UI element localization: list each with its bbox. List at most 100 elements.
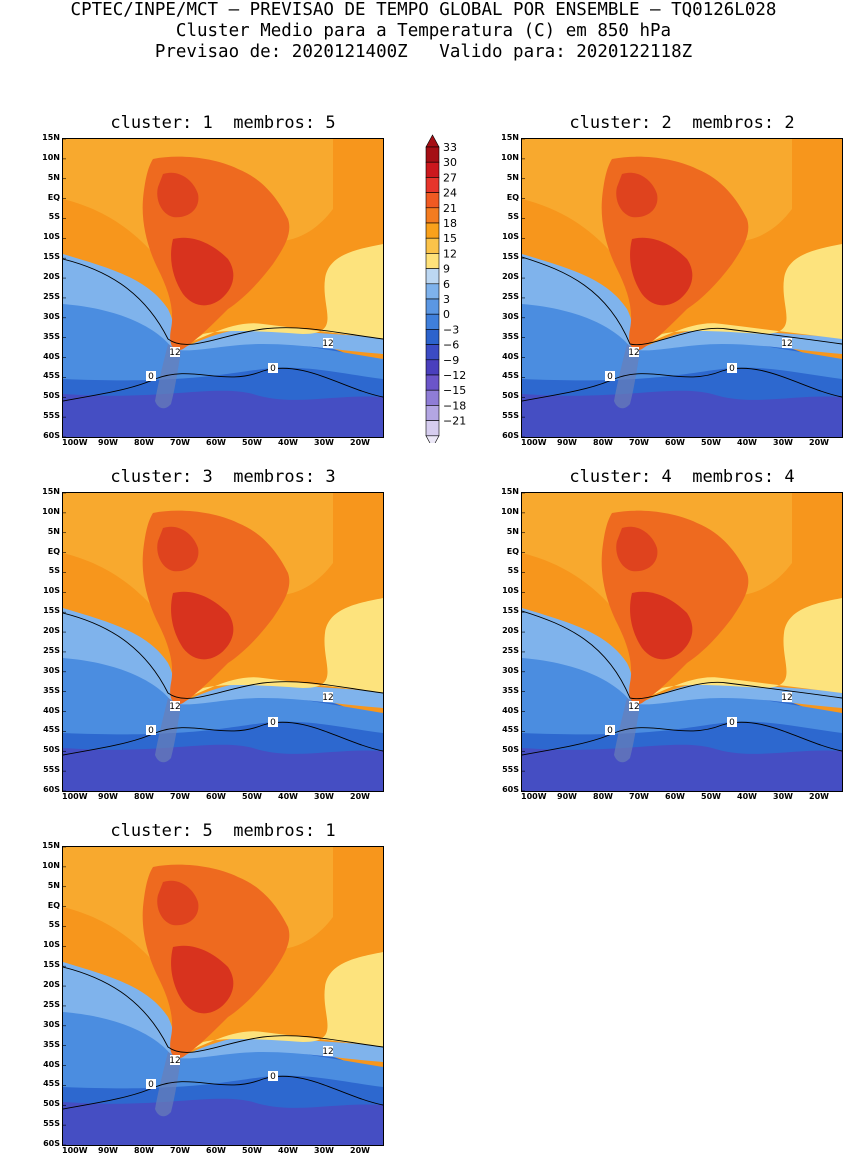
- contour-label-0: 0: [607, 726, 613, 736]
- lat-tick-label: 15S: [43, 252, 60, 262]
- lat-tick-label: 5N: [506, 172, 519, 182]
- lat-tick-label: 55S: [43, 1119, 60, 1129]
- lon-tick-label: 60W: [665, 438, 685, 447]
- colorbar-level-label: 3: [443, 293, 450, 306]
- lat-tick-label: 20S: [502, 272, 519, 282]
- title-line-1: CPTEC/INPE/MCT — PREVISAO DE TEMPO GLOBA…: [70, 0, 777, 20]
- panel-2-title: cluster: 2 membros: 2: [569, 113, 795, 133]
- lat-tick-label: 10N: [501, 506, 519, 516]
- lat-tick-label: 60S: [502, 785, 519, 794]
- lat-tick-label: 10N: [42, 860, 60, 870]
- lon-tick-label: 100W: [521, 792, 547, 801]
- lon-tick-label: 40W: [278, 438, 298, 447]
- lon-tick-label: 30W: [314, 438, 334, 447]
- lat-tick-label: 25S: [43, 291, 60, 301]
- colorbar-level-label: 18: [443, 217, 457, 230]
- lat-tick-label: 35S: [502, 331, 519, 341]
- lon-tick-label: 60W: [206, 438, 226, 447]
- lon-tick-label: 40W: [278, 792, 298, 801]
- lon-tick-label: 80W: [134, 1146, 154, 1155]
- lat-tick-label: 60S: [43, 785, 60, 794]
- lon-tick-label: 90W: [557, 438, 577, 447]
- lat-tick-label: 40S: [43, 351, 60, 361]
- colorbar-level-label: 33: [443, 141, 457, 154]
- lon-tick-label: 80W: [134, 438, 154, 447]
- lat-tick-label: 50S: [502, 391, 519, 401]
- colorbar-level-label: −6: [443, 339, 459, 352]
- lat-tick-label: 10S: [43, 232, 60, 242]
- lat-tick-label: 5N: [47, 880, 60, 890]
- colorbar-level-label: 9: [443, 263, 450, 276]
- lon-tick-label: 20W: [809, 792, 829, 801]
- map-panel-5: 12 12 0 0: [62, 846, 384, 1146]
- colorbar-level-label: 24: [443, 187, 457, 200]
- title-line-3: Previsao de: 2020121400Z Valido para: 20…: [154, 42, 693, 62]
- lat-tick-label: 40S: [502, 351, 519, 361]
- colorbar-level-label: −15: [443, 384, 466, 397]
- lat-tick-label: 45S: [502, 371, 519, 381]
- lon-tick-label: 80W: [134, 792, 154, 801]
- lon-tick-label: 20W: [350, 792, 370, 801]
- lat-tick-label: 5S: [507, 566, 519, 576]
- contour-label-0: 0: [148, 1080, 154, 1090]
- contour-label-12: 12: [628, 702, 639, 712]
- lat-tick-label: 50S: [43, 391, 60, 401]
- title-line-2: Cluster Medio para a Temperatura (C) em …: [175, 21, 672, 41]
- lon-tick-label: 90W: [98, 1146, 118, 1155]
- contour-label-0: 0: [729, 364, 735, 374]
- lat-tick-label: 45S: [502, 725, 519, 735]
- lat-tick-label: EQ: [506, 192, 519, 202]
- lon-tick-label: 40W: [737, 792, 757, 801]
- colorbar-level-label: −18: [443, 399, 466, 412]
- lat-tick-label: 15S: [502, 252, 519, 262]
- lon-tick-label: 80W: [593, 438, 613, 447]
- colorbar-level-label: −21: [443, 415, 466, 428]
- lon-tick-label: 30W: [773, 792, 793, 801]
- lat-tick-label: 10S: [43, 586, 60, 596]
- lat-tick-label: 10S: [502, 586, 519, 596]
- lon-tick-label: 40W: [737, 438, 757, 447]
- lon-tick-label: 40W: [278, 1146, 298, 1155]
- lat-tick-label: 60S: [43, 1139, 60, 1148]
- panel-3-title: cluster: 3 membros: 3: [110, 467, 336, 487]
- lon-tick-label: 20W: [350, 1146, 370, 1155]
- lon-tick-label: 50W: [701, 792, 721, 801]
- lat-tick-label: 50S: [43, 1099, 60, 1109]
- lon-tick-label: 50W: [242, 792, 262, 801]
- contour-label-0: 0: [270, 364, 276, 374]
- lat-tick-label: 5S: [48, 212, 60, 222]
- lat-tick-label: 5S: [507, 212, 519, 222]
- colorbar-level-label: 0: [443, 308, 450, 321]
- lon-tick-label: 100W: [521, 438, 547, 447]
- lat-tick-label: 5S: [48, 566, 60, 576]
- colorbar-level-label: 15: [443, 232, 457, 245]
- lat-tick-label: EQ: [47, 900, 60, 910]
- lon-tick-label: 50W: [242, 438, 262, 447]
- lat-tick-label: 50S: [43, 745, 60, 755]
- lon-tick-label: 100W: [62, 792, 88, 801]
- lat-tick-label: 20S: [43, 272, 60, 282]
- lat-tick-label: 25S: [43, 645, 60, 655]
- lat-tick-label: 5S: [48, 920, 60, 930]
- map-panel-2: 12 12 0 0: [521, 138, 843, 438]
- lon-tick-label: 90W: [98, 438, 118, 447]
- colorbar-level-label: −3: [443, 323, 459, 336]
- lon-tick-label: 50W: [242, 1146, 262, 1155]
- lat-tick-label: 60S: [502, 431, 519, 440]
- lat-tick-label: 5N: [47, 172, 60, 182]
- colorbar-level-label: 30: [443, 156, 457, 169]
- lon-tick-label: 90W: [557, 792, 577, 801]
- lat-tick-label: 60S: [43, 431, 60, 440]
- lon-tick-label: 70W: [629, 438, 649, 447]
- panel-1-title: cluster: 1 membros: 5: [110, 113, 336, 133]
- map-panel-4: 12 12 0 0: [521, 492, 843, 792]
- lon-tick-label: 90W: [98, 792, 118, 801]
- contour-label-12: 12: [322, 1047, 333, 1057]
- lat-tick-label: 30S: [43, 665, 60, 675]
- lat-tick-label: 45S: [43, 725, 60, 735]
- contour-label-12: 12: [169, 348, 180, 358]
- lon-tick-label: 50W: [701, 438, 721, 447]
- lat-tick-label: 40S: [43, 1059, 60, 1069]
- contour-label-12: 12: [781, 339, 792, 349]
- lat-tick-label: EQ: [47, 546, 60, 556]
